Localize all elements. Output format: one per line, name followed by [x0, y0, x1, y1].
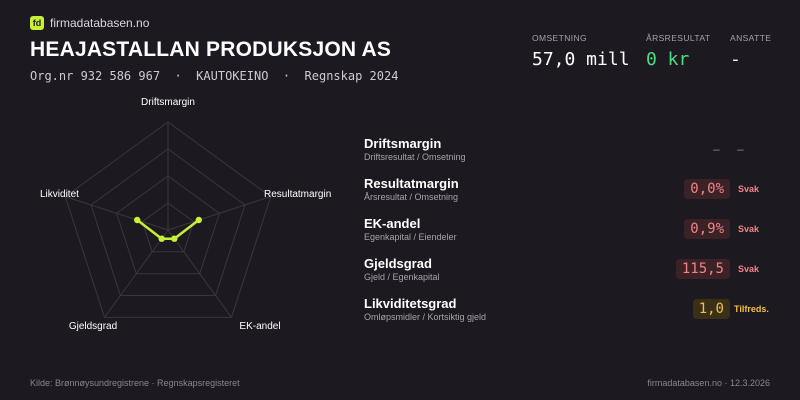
radar-grid-ring-4 [64, 121, 272, 318]
radar-grid-ring-1 [141, 202, 195, 253]
metric-row-driftsmargin: Driftsmargin Driftsresultat / Omsetning … [364, 134, 774, 174]
metric-subtitle: Årsresultat / Omsetning [364, 192, 459, 202]
metric-status: Svak [738, 224, 760, 234]
kpi-annual-result-label: ÅRSRESULTAT [646, 33, 711, 43]
kpi-revenue-value: 57,0 mill [532, 49, 630, 70]
metric-status: – [737, 142, 744, 156]
kpi-employees: ANSATTE - [730, 33, 771, 70]
footer-source: Kilde: Brønnøysundregistrene · Regnskaps… [30, 378, 240, 388]
metric-title: Driftsmargin [364, 136, 442, 151]
radar-series-line [136, 219, 200, 240]
radar-spoke-2 [167, 196, 271, 231]
radar-spoke-4 [104, 229, 169, 318]
brand-logo-icon: fd [30, 16, 44, 30]
radar-spoke-3 [167, 229, 232, 318]
radar-axis-label-driftsmargin: Driftsmargin [141, 97, 195, 108]
kpi-annual-result-value: 0 kr [646, 49, 690, 70]
metric-title: Likviditetsgrad [364, 296, 457, 311]
radar-axis-label-likviditet: Likviditet [40, 189, 79, 200]
radar-grid-ring-2 [116, 175, 220, 275]
metric-title: Gjeldsgrad [364, 256, 432, 271]
radar-axis-label-ek-andel: EK-andel [239, 321, 280, 332]
brand-name[interactable]: firmadatabasen.no [50, 16, 150, 30]
metrics-list: Driftsmargin Driftsresultat / Omsetning … [364, 134, 774, 334]
radar-spoke-5 [65, 196, 169, 231]
company-meta: Org.nr 932 586 967 · KAUTOKEINO · Regnsk… [30, 69, 399, 83]
radar-points [134, 216, 202, 242]
metric-row-resultatmargin: Resultatmargin Årsresultat / Omsetning 0… [364, 174, 774, 214]
metric-value: 0,0% [684, 179, 730, 199]
metric-status: Svak [738, 184, 760, 194]
kpi-annual-result: ÅRSRESULTAT 0 kr [646, 33, 710, 70]
metric-value: 0,9% [684, 219, 730, 239]
metric-status: Tilfreds. [734, 304, 769, 314]
kpi-revenue: OMSETNING 57,0 mill [532, 33, 630, 70]
metric-title: EK-andel [364, 216, 421, 231]
metric-value: 1,0 [692, 299, 730, 319]
company-name: HEAJASTALLAN PRODUKSJON AS [30, 38, 392, 61]
radar-grid-ring-3 [90, 148, 246, 296]
brand: fd firmadatabasen.no [30, 16, 149, 30]
metric-subtitle: Driftsresultat / Omsetning [364, 152, 466, 162]
radar-axis-label-gjeldsgrad: Gjeldsgrad [69, 321, 117, 332]
radar-point-resultatmargin [195, 216, 202, 224]
metric-row-gjeldsgrad: Gjeldsgrad Gjeld / Egenkapital 115,5 Sva… [364, 254, 774, 294]
radar-axis-label-resultatmargin: Resultatmargin [264, 189, 331, 200]
metric-title: Resultatmargin [364, 176, 459, 191]
metric-value: 115,5 [675, 259, 730, 279]
radar-point-ek-andel [171, 235, 178, 242]
radar-chart: Driftsmargin Resultatmargin EK-andel Gje… [40, 97, 331, 332]
footer-site-date[interactable]: firmadatabasen.no · 12.3.2026 [647, 378, 770, 388]
radar-point-likviditet [134, 216, 141, 224]
kpi-revenue-label: OMSETNING [532, 33, 588, 43]
metric-value: – [713, 142, 720, 156]
metric-subtitle: Egenkapital / Eiendeler [364, 232, 457, 242]
radar-grid [64, 121, 272, 318]
radar-point-gjeldsgrad [158, 235, 165, 242]
metric-status: Svak [738, 264, 760, 274]
metric-subtitle: Omløpsmidler / Kortsiktig gjeld [364, 312, 487, 322]
metric-row-ek-andel: EK-andel Egenkapital / Eiendeler 0,9% Sv… [364, 214, 774, 254]
kpi-employees-value: - [730, 49, 741, 70]
kpi-employees-label: ANSATTE [730, 33, 772, 43]
metric-row-likviditetsgrad: Likviditetsgrad Omløpsmidler / Kortsikti… [364, 294, 774, 334]
metric-subtitle: Gjeld / Egenkapital [364, 272, 440, 282]
